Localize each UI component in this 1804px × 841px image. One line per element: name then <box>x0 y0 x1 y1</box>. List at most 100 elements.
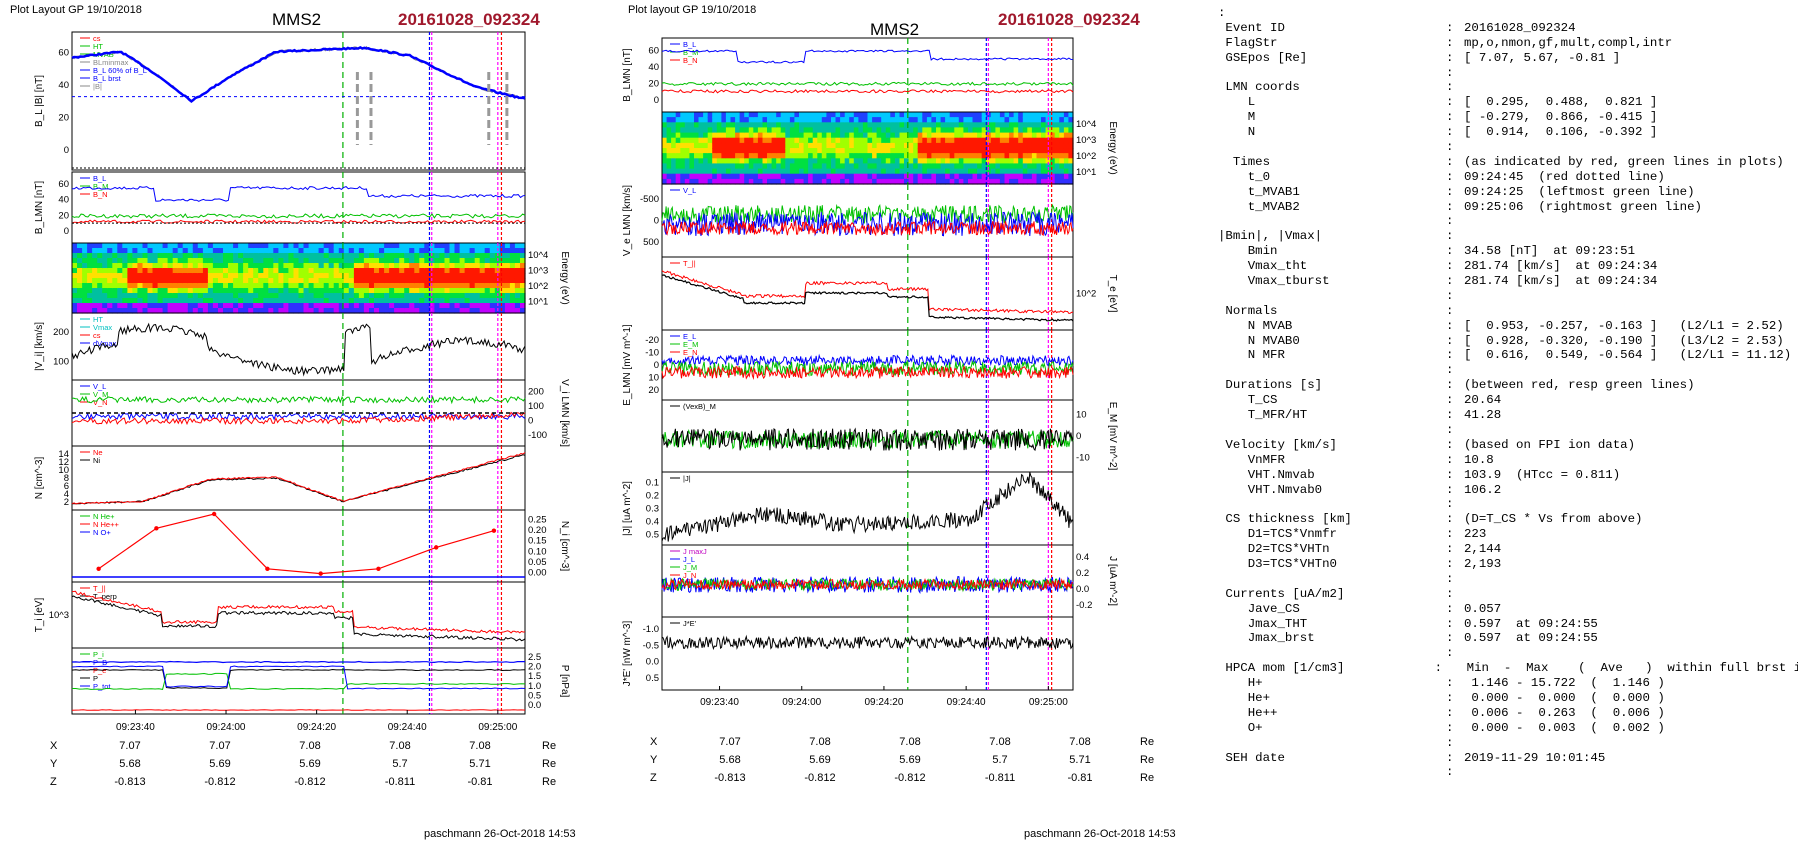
spectrogram-cell <box>835 163 841 170</box>
spectrogram-cell <box>803 127 809 134</box>
spectrogram-cell <box>780 148 786 154</box>
spectrogram-cell <box>137 283 143 289</box>
info-value: 106.2 <box>1464 482 1502 497</box>
spectrogram-cell <box>419 283 425 289</box>
spectrogram-cell <box>434 308 440 314</box>
tick-label: 100 <box>53 356 69 367</box>
spectrogram-cell <box>107 283 113 289</box>
spectrogram-cell <box>762 153 768 159</box>
spectrogram-cell <box>694 112 700 118</box>
spectrogram-cell <box>849 122 855 128</box>
spectrogram-cell <box>197 288 204 294</box>
spectrogram-cell <box>968 122 974 128</box>
spectrogram-cell <box>177 268 184 274</box>
spectrogram-cell <box>730 173 736 180</box>
info-key: Velocity [km/s] <box>1218 437 1337 452</box>
spectrogram-cell <box>1027 112 1033 118</box>
spectrogram-cell <box>926 112 933 118</box>
spectrogram-cell <box>212 248 219 254</box>
spectrogram-cell <box>343 283 350 289</box>
spectrogram-cell <box>197 308 204 314</box>
spectrogram-cell <box>812 117 818 123</box>
spectrogram-cell <box>780 158 786 164</box>
spectrogram-cell <box>1013 117 1019 123</box>
spectrogram-cell <box>409 283 415 289</box>
coord-value: 5.7 <box>992 754 1008 766</box>
spectrogram-cell <box>273 273 279 279</box>
spectrogram-cell <box>730 153 736 159</box>
spectrogram-cell <box>963 153 969 159</box>
spectrogram-cell <box>958 112 964 118</box>
spectrogram-cell <box>318 278 325 284</box>
spectrogram-cell <box>414 263 420 269</box>
spectrogram-cell <box>514 248 521 254</box>
spectrogram-cell <box>263 268 269 274</box>
spectrogram-cell <box>323 308 330 314</box>
spectrogram-cell <box>716 117 722 123</box>
spectrogram-cell <box>449 273 456 279</box>
coord-value: 7.07 <box>719 736 741 748</box>
spectrogram-cell <box>913 137 919 144</box>
spectrogram-cell <box>1068 137 1074 144</box>
spectrogram-cell <box>328 283 335 289</box>
spectrogram-cell <box>849 117 855 123</box>
spectrogram-cell <box>817 158 823 164</box>
spectrogram-cell <box>298 298 305 304</box>
spectrogram-cell <box>694 178 700 185</box>
spectrogram-cell <box>469 308 476 314</box>
info-key: N MVAB <box>1218 318 1293 333</box>
spectrogram-cell <box>867 122 873 128</box>
spectrogram-cell <box>1031 122 1038 128</box>
spectrogram-cell <box>338 283 345 289</box>
spectrogram-cell <box>803 168 809 175</box>
tick-label: 0 <box>654 95 659 106</box>
spectrogram-cell <box>514 288 521 294</box>
spectrogram-cell <box>908 178 914 185</box>
spectrogram-cell <box>504 268 511 274</box>
spectrogram-cell <box>899 112 905 118</box>
spectrogram-cell <box>958 173 964 180</box>
spectrogram-cell <box>454 243 461 249</box>
spectrogram-cell <box>243 273 249 279</box>
spectrogram-cell <box>207 288 214 294</box>
spectrogram-cell <box>757 168 764 175</box>
info-key: FlagStr <box>1218 35 1278 50</box>
spectrogram-cell <box>333 243 340 249</box>
spectrogram-cell <box>885 142 891 149</box>
spectrogram-cell <box>803 158 809 164</box>
spectrogram-cell <box>730 142 736 149</box>
spectrogram-cell <box>785 122 791 128</box>
spectrogram-cell <box>353 248 360 254</box>
spectrogram-cell <box>278 248 284 254</box>
spectrogram-cell <box>707 158 713 164</box>
spectrogram-cell <box>369 283 375 289</box>
spectrogram-cell <box>908 112 914 118</box>
spectrogram-cell <box>1022 127 1028 134</box>
spectrogram-cell <box>680 178 686 185</box>
spectrogram-cell <box>785 163 791 170</box>
spectrogram-cell <box>808 173 814 180</box>
spectrogram-cell <box>881 127 887 134</box>
spectrogram-cell <box>694 117 700 123</box>
spectrogram-cell <box>949 132 955 139</box>
spectrogram-cell <box>489 278 496 284</box>
spectrogram-cell <box>808 112 814 118</box>
spectrogram-cell <box>662 168 668 175</box>
info-value: 34.58 [nT] at 09:23:51 <box>1464 244 1636 259</box>
spectrogram-cell <box>172 303 179 309</box>
bl-comp-line <box>72 185 526 202</box>
spectrogram-cell <box>680 163 686 170</box>
info-row: Vmax_tht:281.74 [km/s] at 09:24:34 <box>1218 259 1798 274</box>
spectrogram-cell <box>233 258 239 264</box>
tick-label: -500 <box>640 194 659 205</box>
spectrogram-cell <box>374 288 380 294</box>
spectrogram-cell <box>995 158 1001 164</box>
spectrogram-cell <box>419 268 425 274</box>
info-key <box>1218 423 1446 438</box>
vl-line <box>71 411 526 421</box>
spectrogram-cell <box>703 148 709 154</box>
spectrogram-cell <box>288 278 294 284</box>
spectrogram-cell <box>328 268 335 274</box>
spectrogram-cell <box>127 243 133 249</box>
spectrogram-cell <box>248 248 254 254</box>
